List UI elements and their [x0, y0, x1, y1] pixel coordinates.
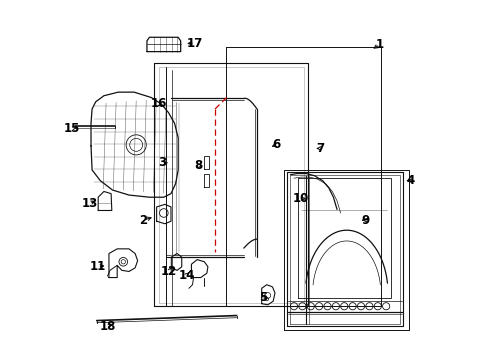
Text: 13: 13	[81, 197, 98, 210]
Text: 17: 17	[186, 36, 203, 50]
Text: 1: 1	[375, 38, 384, 51]
Text: 5: 5	[259, 291, 267, 304]
Text: 6: 6	[271, 138, 280, 151]
Text: 8: 8	[193, 159, 202, 172]
Text: 12: 12	[161, 265, 177, 278]
Text: 4: 4	[406, 174, 414, 187]
Text: 3: 3	[158, 156, 166, 169]
Text: 2: 2	[139, 214, 147, 227]
Text: 11: 11	[89, 260, 105, 273]
Text: 16: 16	[151, 98, 167, 111]
Text: 18: 18	[99, 320, 116, 333]
Text: 10: 10	[292, 192, 308, 205]
Text: 15: 15	[64, 122, 81, 135]
Text: 7: 7	[316, 142, 324, 155]
Text: 9: 9	[361, 214, 369, 227]
Text: 14: 14	[178, 269, 194, 282]
